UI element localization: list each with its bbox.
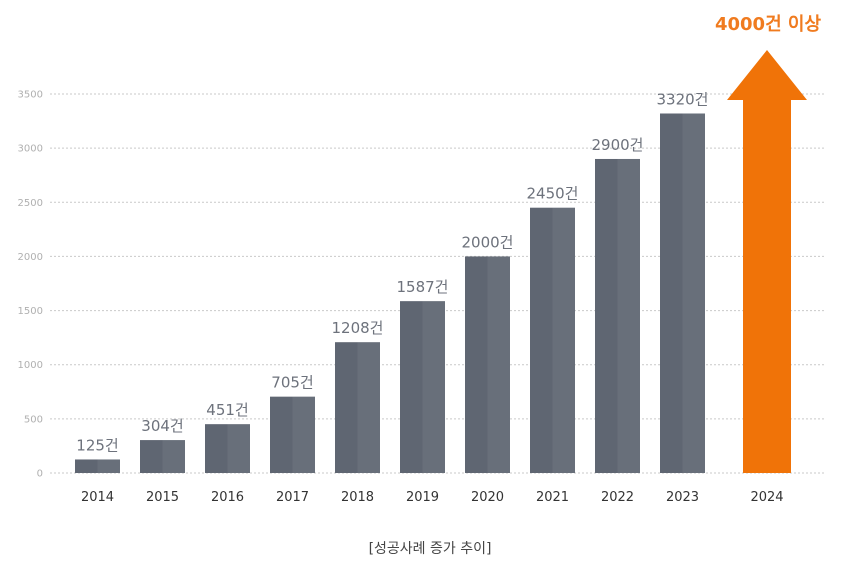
bar-shade-2020 — [487, 256, 510, 473]
data-label-2015: 304건 — [141, 417, 183, 435]
bar-2020 — [465, 256, 510, 473]
data-label-2014: 125건 — [76, 436, 118, 454]
bar-shade-2018 — [357, 342, 380, 473]
bar-2015 — [140, 440, 185, 473]
bar-shade-2021 — [552, 207, 575, 473]
bar-shade-2016 — [227, 424, 250, 473]
x-tick-label-2023: 2023 — [666, 490, 699, 505]
bar-shade-2014 — [97, 459, 120, 473]
y-tick-label: 2000 — [18, 252, 43, 263]
y-tick-label: 0 — [37, 469, 43, 480]
y-tick-label: 1000 — [18, 360, 43, 371]
x-axis-ticks: 2014 2015 2016 2017 2018 2019 2020 2021 2022 2023 — [81, 490, 699, 505]
y-tick-label: 3500 — [18, 90, 43, 101]
bar-2019 — [400, 301, 445, 473]
x-tick-label-2022: 2022 — [601, 490, 634, 505]
data-label-2017: 705건 — [271, 374, 313, 392]
bar-shade-2023 — [682, 113, 705, 474]
projection-arrow-group: 4000건 이상 2024 — [715, 14, 821, 505]
bar-2014 — [75, 459, 120, 473]
bar-2021 — [530, 207, 575, 473]
bar-shade-2019 — [422, 301, 445, 473]
y-tick-label: 3000 — [18, 144, 43, 155]
bar-2018 — [335, 342, 380, 473]
y-axis-ticks: 0 500 1000 1500 2000 2500 3000 3500 — [18, 90, 43, 480]
bars — [75, 113, 705, 474]
x-tick-label-2014: 2014 — [81, 490, 114, 505]
projection-label: 4000건 이상 — [715, 14, 821, 35]
bar-shade-2017 — [292, 396, 315, 473]
x-tick-label-2016: 2016 — [211, 490, 244, 505]
bar-2022 — [595, 158, 640, 473]
y-tick-label: 2500 — [18, 198, 43, 209]
data-label-2022: 2900건 — [592, 136, 644, 154]
projection-arrow — [727, 50, 807, 473]
chart-caption: [성공사례 증가 추이] — [369, 541, 492, 557]
x-tick-label-2020: 2020 — [471, 490, 504, 505]
data-label-2023: 3320건 — [657, 90, 709, 108]
x-tick-label-2024: 2024 — [750, 490, 783, 505]
data-label-2020: 2000건 — [462, 233, 514, 251]
x-tick-label-2015: 2015 — [146, 490, 179, 505]
data-labels: 125건 304건 451건 705건 1208건 1587건 2000건 2450건 2900… — [76, 90, 708, 454]
data-label-2021: 2450건 — [527, 185, 579, 203]
y-tick-label: 1500 — [18, 306, 43, 317]
x-tick-label-2019: 2019 — [406, 490, 439, 505]
x-tick-label-2021: 2021 — [536, 490, 569, 505]
bar-2023 — [660, 113, 705, 474]
bar-shade-2022 — [617, 158, 640, 473]
data-label-2018: 1208건 — [332, 319, 384, 337]
x-tick-label-2017: 2017 — [276, 490, 309, 505]
bar-2016 — [205, 424, 250, 473]
bar-shade-2015 — [162, 440, 185, 473]
bar-2017 — [270, 396, 315, 473]
data-label-2019: 1587건 — [397, 278, 449, 296]
y-tick-label: 500 — [24, 414, 43, 425]
x-tick-label-2018: 2018 — [341, 490, 374, 505]
data-label-2016: 451건 — [206, 401, 248, 419]
